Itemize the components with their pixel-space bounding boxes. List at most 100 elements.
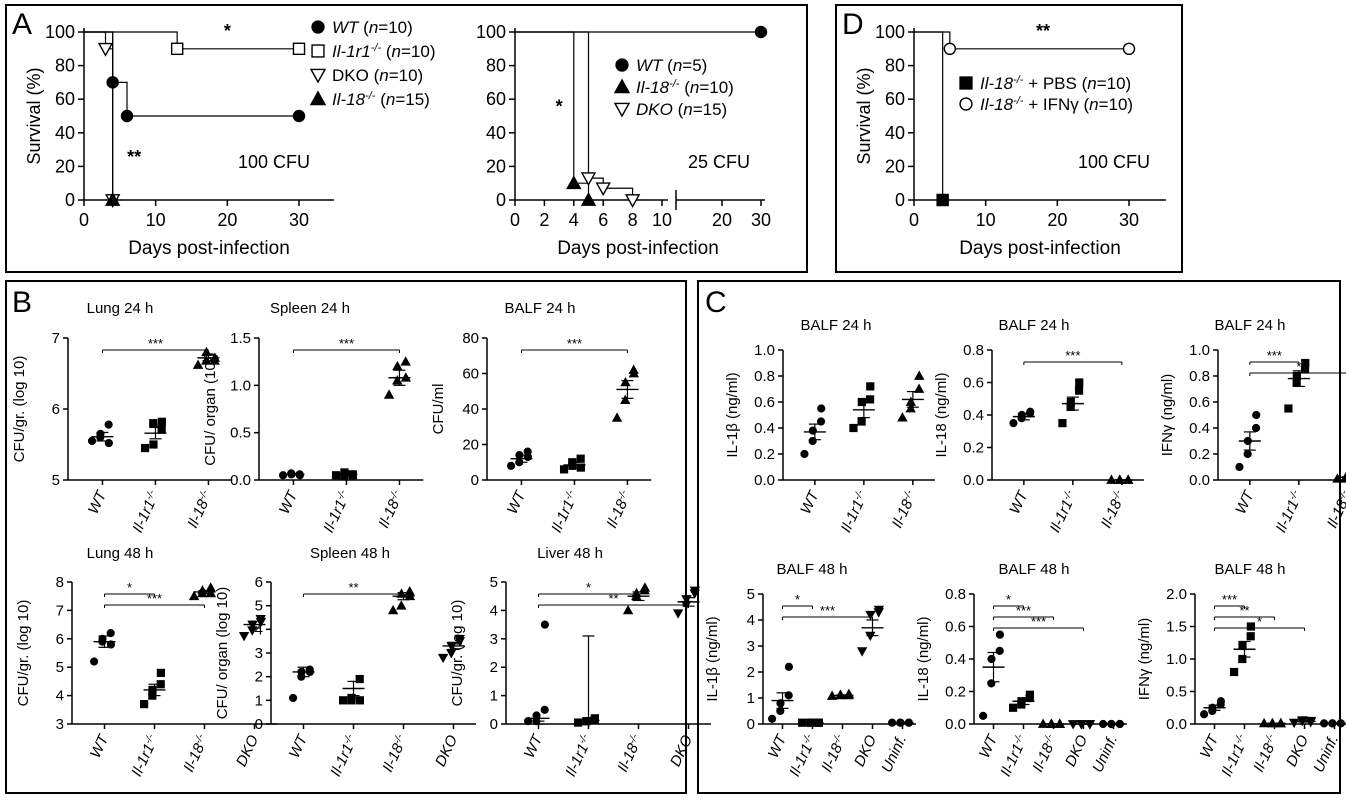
dot-b1-ylabel: CFU/gr. (log 10) (11, 356, 28, 463)
dot-b2-point (383, 389, 395, 399)
surv-a1-point (170, 42, 184, 56)
dot-c5-xtick-label: Il-1r1-/- (997, 732, 1032, 780)
dot-b5-ytick-label: 6 (255, 574, 263, 591)
dot-c3-point (1252, 410, 1261, 420)
panel-label-d: D (842, 8, 864, 41)
surv-a1-legend-marker (309, 90, 327, 106)
dot-b4-point (106, 629, 115, 638)
surv-a2-legend-marker (615, 58, 629, 72)
surv-a2-point (754, 25, 768, 39)
dot-c4-point (767, 714, 777, 723)
dot-c5-xtick-label: WT (976, 731, 1002, 761)
dot-c4-ytick-label: 2 (747, 664, 755, 681)
dot-c3-point (1243, 449, 1252, 459)
dot-b1-sig-label: *** (148, 336, 163, 351)
dot-c5-sig-label: *** (1016, 603, 1031, 618)
surv-a2-ytick-label: 0 (496, 190, 506, 210)
surv-a1-legend-marker (311, 20, 325, 34)
dot-c6-ytick-label: 2.0 (1166, 586, 1187, 603)
surv-a2-xtick-label: 6 (598, 210, 608, 230)
panel-label-a: A (12, 8, 33, 41)
dot-b4-xtick-label: DKO (233, 732, 262, 769)
dot-c1-xtick-label: WT (797, 487, 823, 517)
dot-c3-ytick-label: 0.4 (1189, 420, 1210, 437)
dot-b3-sig-label: *** (567, 336, 582, 351)
dot-c6-xtick-label: Il-18-/- (1250, 732, 1282, 775)
dot-b1-point (140, 443, 150, 453)
dot-c2-title: BALF 24 h (999, 317, 1070, 334)
dot-c6-xtick-label: WT (1197, 731, 1223, 761)
surv-a2-xtick-label: 0 (510, 210, 520, 230)
dot-c6-point (1199, 710, 1209, 719)
dot-c1-ytick-label: 0.8 (754, 368, 775, 385)
dot-c6-point (1288, 718, 1300, 729)
dot-b5-sig-label: ** (348, 580, 358, 595)
dot-c6-point (1229, 667, 1239, 677)
dot-b3-point (576, 454, 585, 463)
surv-a1-significance: * (224, 21, 231, 41)
dot-b5-title: Spleen 48 h (310, 545, 390, 562)
surv-a1-ytick-label: 80 (55, 56, 75, 76)
dot-c6-point (1246, 622, 1256, 631)
surv-a1-legend-label: Il-18-/- (n=15) (332, 90, 430, 109)
dot-c4-xtick-label: Il-1r1-/- (786, 732, 821, 780)
dot-c5-ytick-label: 0.0 (945, 716, 966, 733)
dot-c3-point (1251, 423, 1261, 433)
dot-b3-ytick-label: 20 (462, 437, 479, 454)
dot-b1-title: Lung 24 h (87, 300, 154, 317)
dot-b4-point (238, 632, 250, 642)
surv-a1-xtick-label: 20 (217, 210, 237, 230)
dot-c2-ytick-label: 0.4 (963, 407, 984, 424)
dot-c3-point (1301, 358, 1310, 368)
dot-b2-title: Spleen 24 h (270, 300, 350, 317)
dot-c6-ylabel: IFNγ (ng/ml) (1136, 618, 1153, 701)
dot-c6-ytick-label: 1.0 (1166, 651, 1187, 668)
dot-c6-sig-label: * (1257, 614, 1262, 629)
dot-b1-xtick-label: WT (85, 487, 111, 517)
dot-b1-xtick-label: Il-18-/- (184, 488, 216, 531)
dot-c3-xtick-label: Il-1r1-/- (1272, 488, 1307, 536)
dot-b5-xtick-label: Il-1r1-/- (327, 732, 362, 780)
dot-b6-title: Liver 48 h (537, 545, 603, 562)
dot-c1-point (816, 417, 826, 426)
dot-b3-point (559, 465, 569, 474)
dot-c4-ylabel: IL-1β (ng/ml) (704, 616, 721, 701)
dot-b6-ytick-label: 0 (490, 716, 498, 733)
dot-c4-point (776, 706, 785, 716)
dot-c1-ytick-label: 0.2 (754, 446, 775, 463)
surv-a2-legend-marker (613, 102, 631, 118)
dot-c4-ytick-label: 5 (747, 586, 755, 603)
dot-b1-point (157, 424, 166, 433)
dot-b4-ytick-label: 6 (56, 631, 64, 648)
dot-b4-sig-label: *** (147, 591, 162, 606)
surv-d-legend-marker (959, 97, 973, 111)
dot-b3-ytick-label: 80 (462, 330, 479, 347)
surv-a2-ytick-label: 80 (486, 56, 506, 76)
dot-c4-point (873, 605, 885, 616)
dot-b4-ytick-label: 3 (56, 716, 64, 733)
surv-a1-legend-label: WT (n=10) (332, 18, 413, 37)
surv-a2-legend-label: Il-18-/- (n=10) (636, 78, 734, 97)
dot-c3-point (1235, 462, 1244, 472)
dot-c4-xtick-label: Uninf. (878, 733, 910, 776)
surv-a2-ytick-label: 60 (486, 89, 506, 109)
surv-a1-xtick-label: 10 (146, 210, 166, 230)
dot-c3-xtick-label: Il-18-/- (1323, 488, 1346, 531)
surv-a2-ytick-label: 20 (486, 156, 506, 176)
dot-c1-ylabel: IL-1β (ng/ml) (724, 372, 741, 457)
dot-c2-point (1026, 407, 1035, 416)
surv-d-xtick-label: 10 (976, 210, 996, 230)
dot-c4-point (784, 662, 794, 671)
surv-d-point (1122, 42, 1136, 56)
dot-b6-xtick-label: DKO (667, 732, 696, 769)
dot-c3-point (1332, 473, 1343, 483)
dot-c4-xtick-label: Il-18-/- (818, 732, 850, 775)
dot-b4-point (139, 700, 149, 709)
dot-b5-point (347, 693, 356, 703)
dot-c5-xtick-label: Il-18-/- (1029, 732, 1061, 775)
surv-d-xtick-label: 0 (909, 210, 919, 230)
dot-c3-point (1284, 404, 1293, 413)
dot-c6-ytick-label: 1.5 (1166, 619, 1187, 636)
dot-c1-ytick-label: 0.4 (754, 420, 775, 437)
panel-box-a (5, 4, 808, 273)
